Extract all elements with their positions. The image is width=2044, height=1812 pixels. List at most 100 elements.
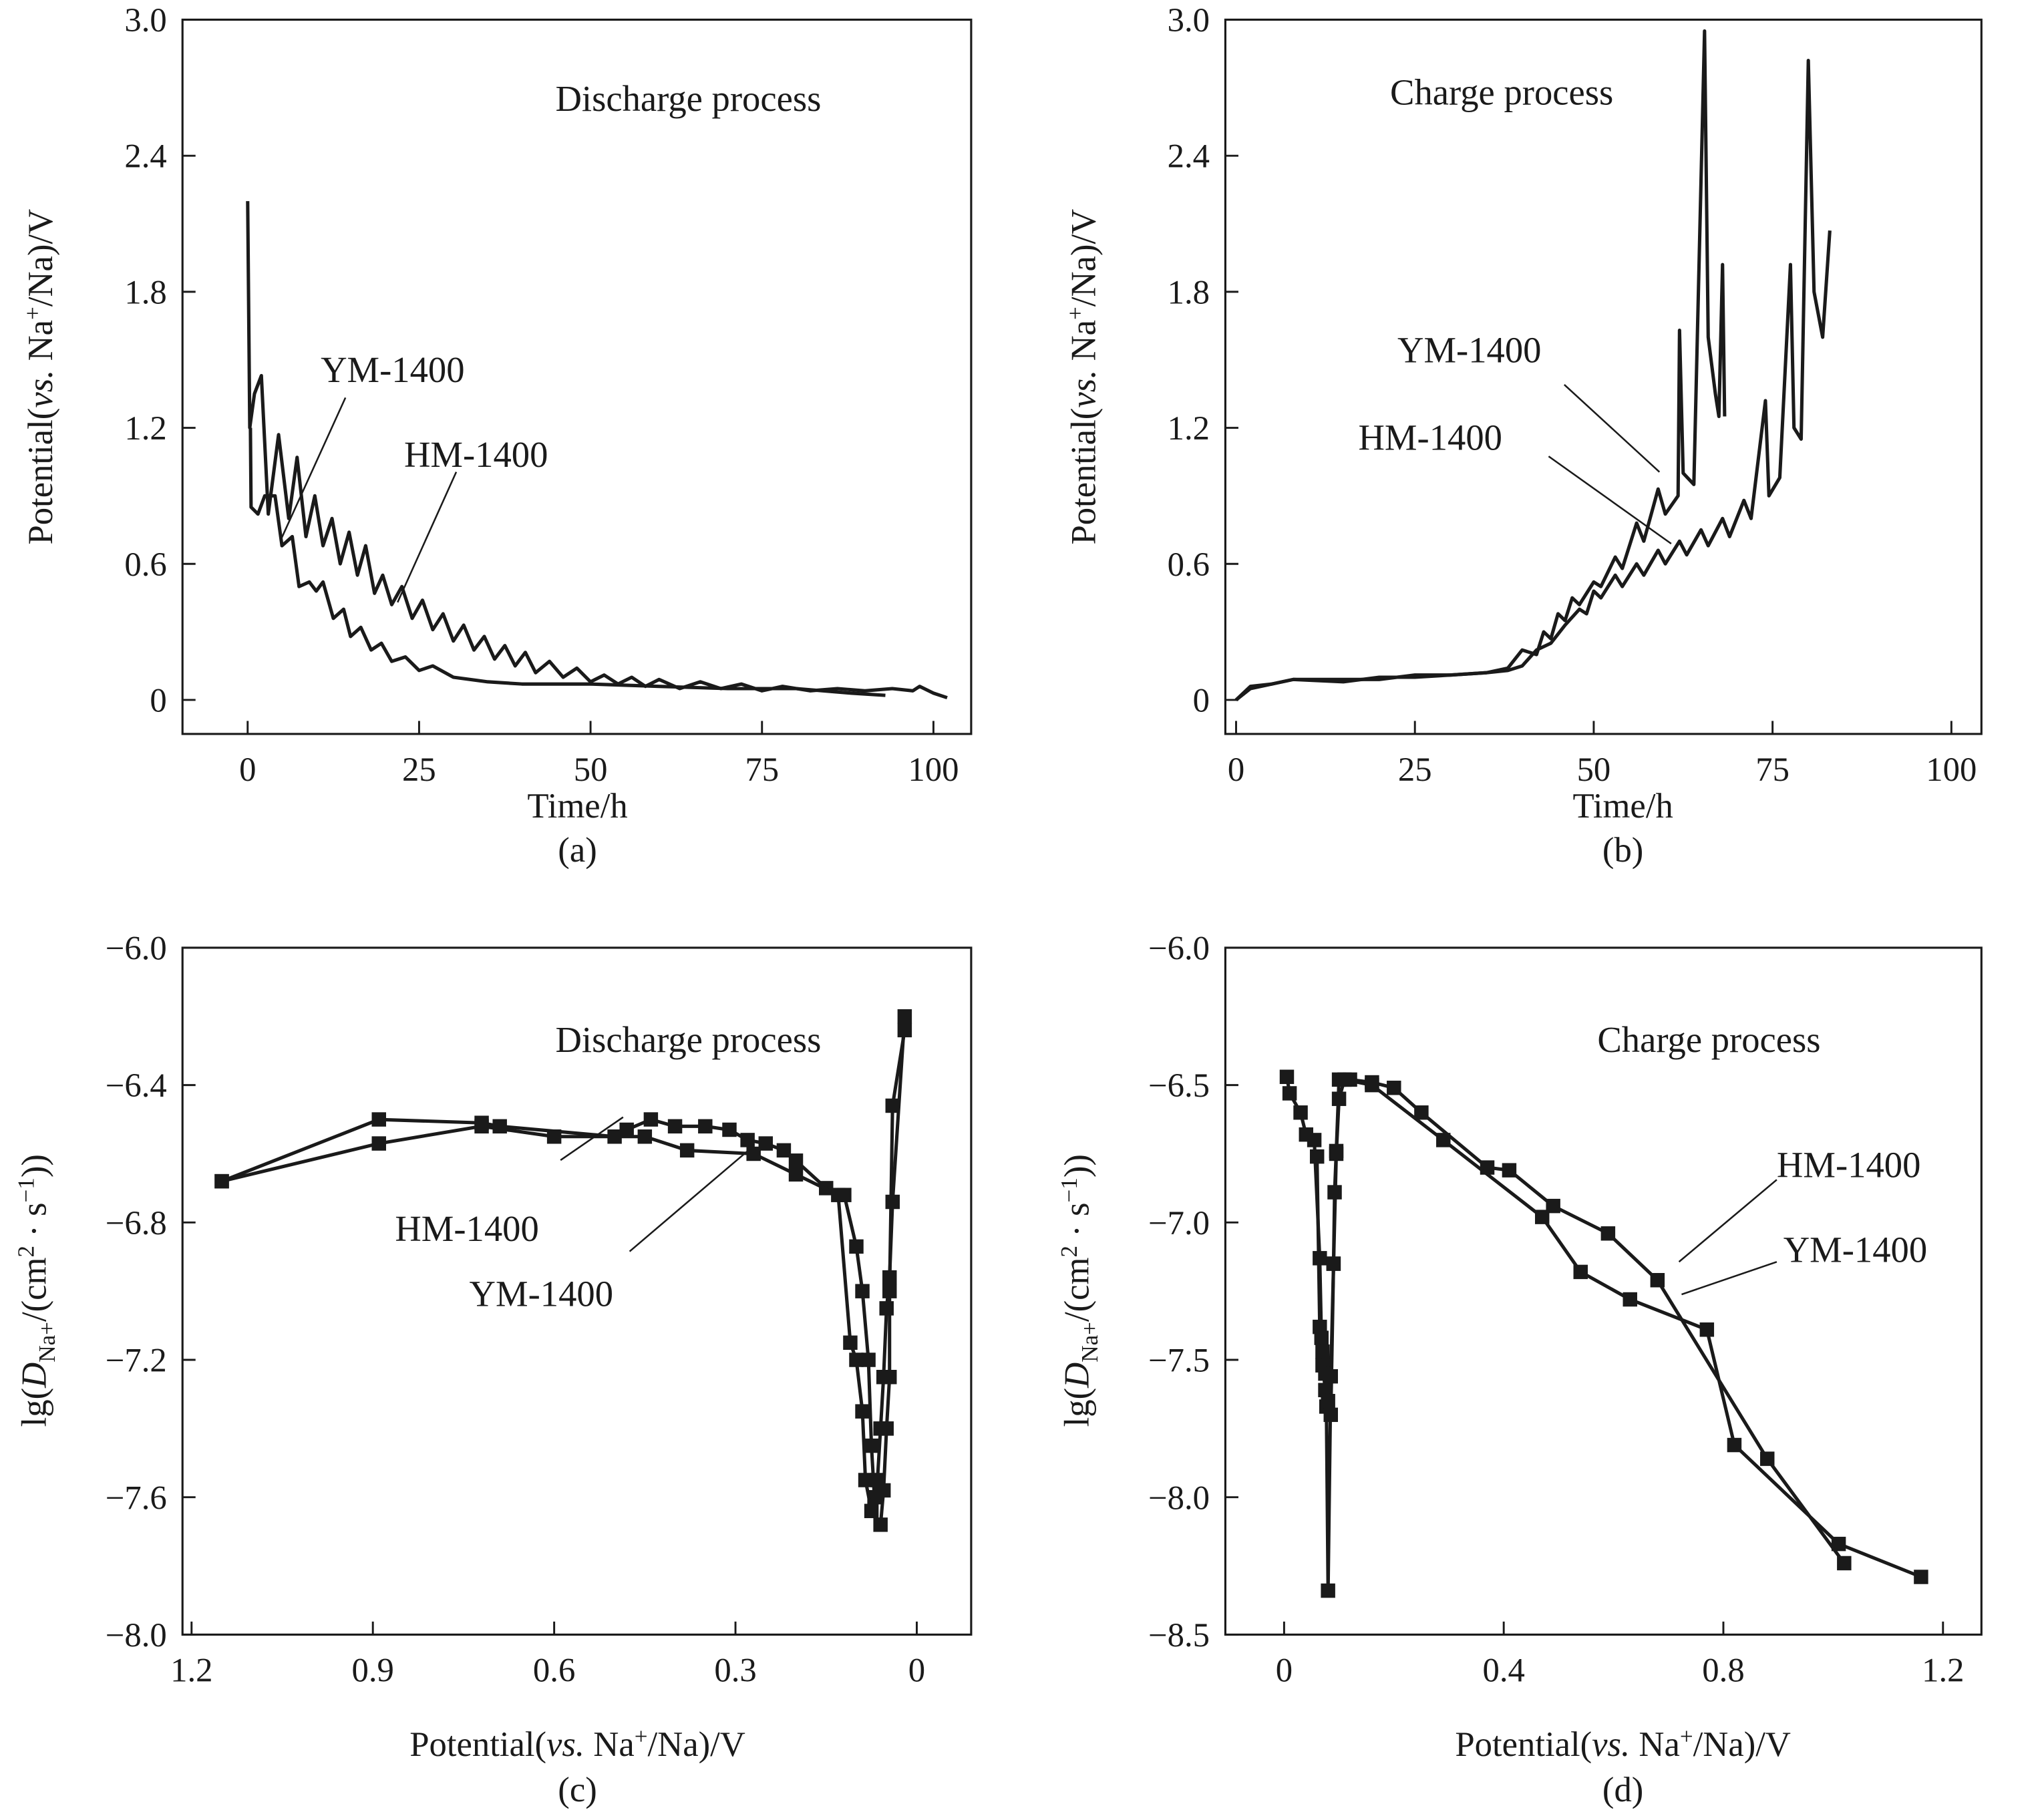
label-part: lg( xyxy=(15,1388,53,1427)
data-point-ym-1400 xyxy=(1534,1210,1550,1224)
x-tick-label: 0.8 xyxy=(1702,1652,1744,1689)
data-point-ym-1400 xyxy=(879,1421,894,1436)
x-axis-label: Potential(vs. Na+/Na)/V xyxy=(409,1723,745,1764)
data-point-hm-1400 xyxy=(371,1112,386,1127)
data-point-ym-1400 xyxy=(788,1167,804,1182)
data-point-ym-1400 xyxy=(1337,1072,1352,1087)
series-label: HM-1400 xyxy=(1777,1144,1920,1185)
panel-annotation: Charge process xyxy=(1390,71,1613,112)
series-label: YM-1400 xyxy=(321,349,464,390)
label-part: −1 xyxy=(1056,1177,1082,1202)
label-part: 2 xyxy=(13,1246,39,1258)
y-tick-label: 3.0 xyxy=(124,1,166,39)
x-tick-label: 50 xyxy=(574,751,608,788)
data-point-ym-1400 xyxy=(1727,1437,1742,1453)
y-tick-label: −6.0 xyxy=(106,930,167,967)
data-point-ym-1400 xyxy=(1318,1366,1333,1381)
y-tick-label: −8.0 xyxy=(1148,1479,1210,1516)
y-tick-label: 0.6 xyxy=(1168,546,1210,583)
data-point-ym-1400 xyxy=(679,1143,695,1158)
data-point-ym-1400 xyxy=(1313,1319,1327,1334)
label-part: + xyxy=(1680,1723,1693,1749)
y-tick-label: 2.4 xyxy=(1168,138,1210,175)
x-tick-label: 50 xyxy=(1577,751,1611,788)
data-point-ym-1400 xyxy=(371,1136,386,1151)
label-part: 2 xyxy=(1056,1246,1082,1258)
x-tick-label: 0 xyxy=(239,751,256,788)
data-point-hm-1400 xyxy=(849,1239,864,1254)
data-point-hm-1400 xyxy=(740,1133,755,1147)
data-point-hm-1400 xyxy=(619,1122,634,1137)
data-point-hm-1400 xyxy=(1387,1081,1401,1095)
x-tick-label: 0.3 xyxy=(714,1652,756,1689)
annotation-pointer xyxy=(1681,1261,1777,1296)
y-tick-label: −6.0 xyxy=(1148,930,1210,967)
series-label: HM-1400 xyxy=(1358,417,1502,458)
panel-label: (c) xyxy=(558,1771,597,1809)
data-point-ym-1400 xyxy=(1323,1407,1338,1423)
x-tick-label: 100 xyxy=(1926,751,1977,788)
label-part: D xyxy=(1058,1363,1097,1389)
data-point-ym-1400 xyxy=(849,1352,864,1367)
y-tick-label: −7.6 xyxy=(106,1479,167,1516)
y-tick-label: −6.4 xyxy=(106,1067,167,1104)
y-tick-label: 0.6 xyxy=(124,546,166,583)
label-part: vs. xyxy=(1064,370,1103,408)
panel-annotation: Charge process xyxy=(1597,1019,1820,1060)
data-point-hm-1400 xyxy=(879,1301,894,1316)
y-axis-label: Potential(vs. Na+/Na)/V xyxy=(19,209,60,545)
y-tick-label: 1.2 xyxy=(124,409,166,447)
data-point-hm-1400 xyxy=(1546,1198,1560,1214)
panel-b: 0 25 50 75 100 0 0.6 1.2 1.8 2.4 3.0 YM-1400 HM-1400… xyxy=(1063,1,1983,870)
data-point-hm-1400 xyxy=(1837,1556,1852,1571)
data-point-ym-1400 xyxy=(1914,1570,1928,1584)
x-axis-label: Time/h xyxy=(1572,787,1673,826)
x-axis-label: Potential(vs. Na+/Na)/V xyxy=(1455,1723,1791,1764)
plot-frame xyxy=(181,946,973,1636)
data-point-hm-1400 xyxy=(1293,1105,1308,1120)
data-point-hm-1400 xyxy=(897,1009,912,1024)
series-label: HM-1400 xyxy=(404,434,548,475)
data-point-hm-1400 xyxy=(855,1284,870,1298)
label-part: D xyxy=(15,1363,53,1389)
data-point-hm-1400 xyxy=(643,1112,659,1127)
label-part: /(cm xyxy=(1058,1257,1097,1322)
annotation-pointer xyxy=(629,1146,753,1252)
data-point-hm-1400 xyxy=(492,1119,507,1134)
y-tick-label: −6.8 xyxy=(106,1204,167,1242)
data-point-ym-1400 xyxy=(882,1370,897,1385)
x-tick-label: 0 xyxy=(908,1652,925,1689)
series-line-hm-1400 xyxy=(1234,59,1832,701)
label-part: Potential( xyxy=(1455,1725,1592,1764)
panel-d: 0 0.4 0.8 1.2 −8.5 −8.0 −7.5 −7.0 −6.5 −6.0 HM-140… xyxy=(1056,930,1983,1809)
data-point-hm-1400 xyxy=(788,1153,804,1168)
panel-c: 1.2 0.9 0.6 0.3 0 −8.0 −7.6 −7.2 −6.8 −6.4 −6.0 HM-… xyxy=(13,930,973,1809)
data-point-ym-1400 xyxy=(1623,1292,1637,1307)
data-point-ym-1400 xyxy=(1699,1322,1715,1337)
data-point-ym-1400 xyxy=(882,1284,897,1298)
y-tick-label: 2.4 xyxy=(124,138,166,175)
series-line-hm-1400 xyxy=(221,1016,906,1499)
series-line-ym-1400 xyxy=(248,427,886,697)
x-tick-label: 0 xyxy=(1228,751,1244,788)
series-label: YM-1400 xyxy=(470,1274,613,1314)
label-part: lg( xyxy=(1058,1388,1097,1427)
panel-a: 0 25 50 75 100 0 0.6 1.2 1.8 2.4 3.0 YM-1400 HM-1400… xyxy=(19,1,973,870)
y-tick-label: 1.2 xyxy=(1168,409,1210,447)
label-part: /Na)/V xyxy=(648,1725,745,1764)
panel-annotation: Discharge process xyxy=(555,78,821,119)
data-point-ym-1400 xyxy=(474,1119,489,1134)
y-tick-label: 1.8 xyxy=(124,273,166,311)
label-part: /Na)/V xyxy=(1693,1725,1791,1764)
data-point-ym-1400 xyxy=(1329,1146,1344,1161)
data-point-hm-1400 xyxy=(722,1122,737,1137)
x-tick-label: 0.9 xyxy=(352,1652,394,1689)
series-label: YM-1400 xyxy=(1783,1229,1927,1270)
data-point-hm-1400 xyxy=(758,1136,774,1151)
label-part: Na xyxy=(1064,320,1103,370)
label-part: Na xyxy=(584,1725,635,1764)
y-tick-label: 1.8 xyxy=(1168,273,1210,311)
annotation-pointer xyxy=(1678,1179,1777,1263)
data-point-ym-1400 xyxy=(873,1517,888,1532)
